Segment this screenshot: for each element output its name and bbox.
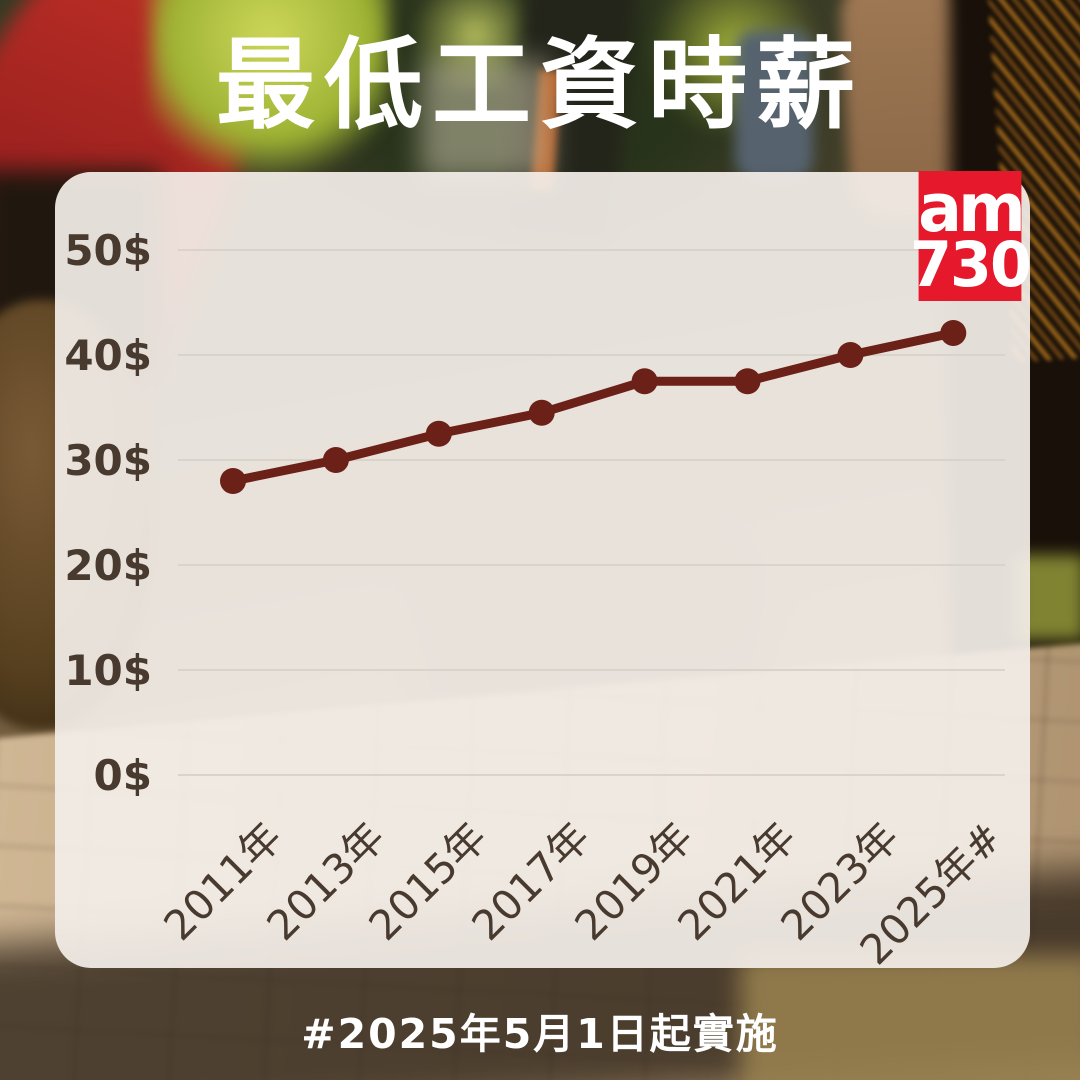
bright-wall-spot (420, 60, 550, 180)
gridline (178, 354, 1005, 356)
data-point-2023年 (837, 342, 864, 368)
y-axis-tick-label: 10$ (64, 646, 152, 695)
data-point-2015年 (425, 420, 452, 447)
data-point-2017年 (528, 399, 555, 426)
am730-logo: am 730 (910, 169, 1032, 301)
gridline (178, 249, 1005, 251)
gridline (178, 669, 1005, 671)
dirt-patch (740, 955, 1080, 1080)
wage-line (228, 328, 958, 486)
gridline (178, 459, 1005, 461)
poster-title: 最低工資時薪 (216, 28, 864, 143)
y-axis-tick-label: 30$ (64, 436, 152, 485)
chart-card (55, 172, 1030, 968)
y-axis-tick-label: 0$ (93, 751, 152, 800)
logo-text-730: 730 (910, 228, 1032, 302)
y-axis-tick-label: 50$ (64, 226, 152, 275)
bright-leaves-blob (150, 0, 390, 180)
hanging-jeans-shape (735, 30, 813, 180)
data-point-2011年 (220, 468, 246, 494)
logo-text-am: am (918, 169, 1026, 248)
data-point-2019年 (631, 368, 658, 395)
y-axis-tick-label: 20$ (64, 541, 152, 590)
y-axis-tick-label: 40$ (64, 331, 152, 380)
gridline (178, 564, 1005, 566)
gridline (178, 774, 1005, 776)
footnote: #2025年5月1日起實施 (301, 1010, 779, 1058)
data-point-2025年# (940, 319, 967, 346)
data-point-2021年 (734, 368, 761, 395)
data-point-2013年 (322, 447, 349, 473)
